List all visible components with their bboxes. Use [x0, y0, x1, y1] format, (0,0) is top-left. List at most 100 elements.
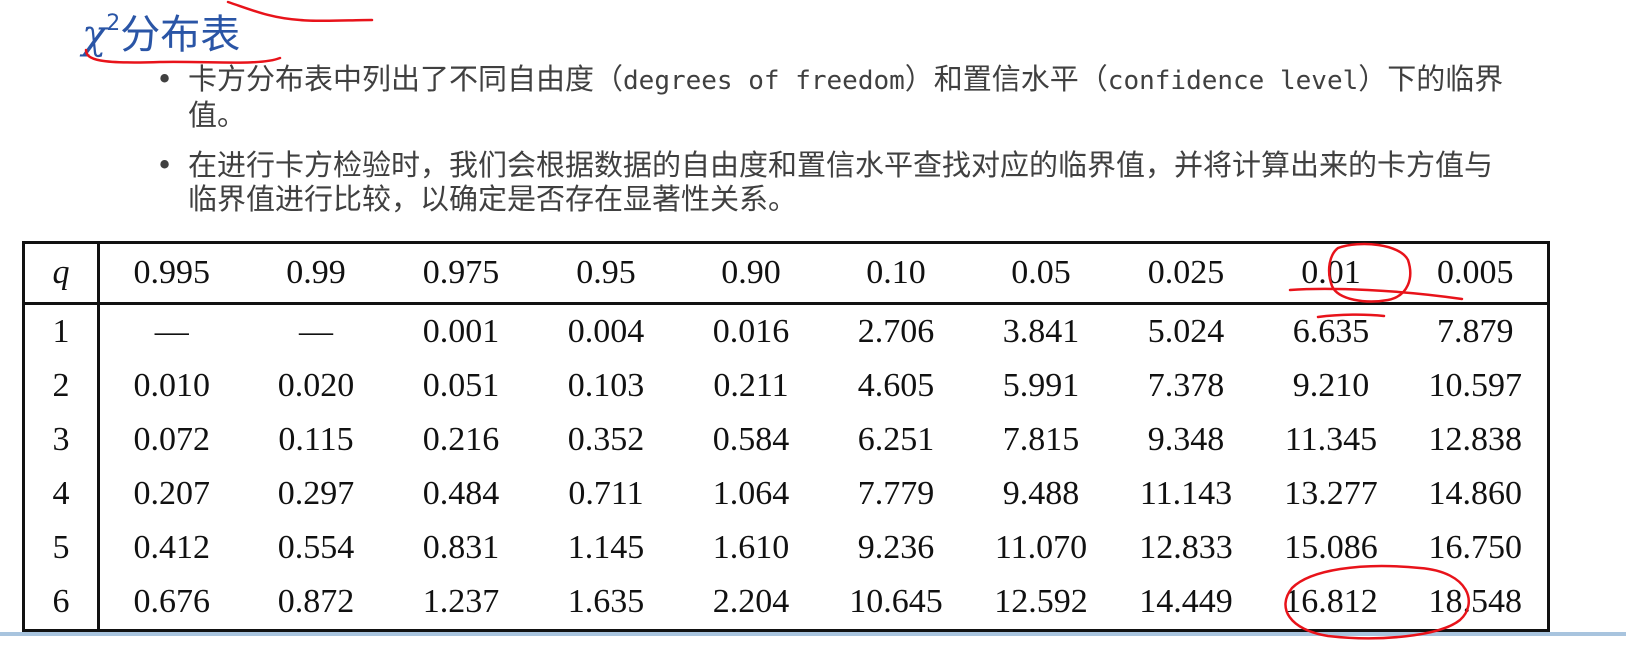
table-cell: 13.277: [1284, 475, 1378, 512]
column-header: 0.01: [1258, 242, 1404, 305]
table-cell: 0.103: [567, 367, 645, 404]
bullet-item: • 卡方分布表中列出了不同自由度（degrees of freedom）和置信水…: [148, 62, 1508, 132]
table-cell: —: [299, 313, 333, 350]
table-cell: 18.548: [1428, 583, 1523, 620]
page-title: χ2分布表: [82, 2, 240, 60]
column-header: 0.005: [1403, 242, 1549, 305]
table-cell: 5.024: [1147, 313, 1225, 350]
table-cell: 1.635: [567, 583, 645, 620]
table-cell: 0.051: [422, 367, 500, 404]
table-cell: 0.352: [567, 421, 645, 458]
table-cell: 9.210: [1292, 367, 1370, 404]
table-cell: 9.488: [1002, 475, 1080, 512]
table-cell: 5.991: [1002, 367, 1080, 404]
bullet-text-term: confidence level: [1107, 66, 1359, 96]
table-cell: 0.872: [277, 583, 355, 620]
title-text: 分布表: [120, 12, 241, 58]
table-cell: 0.676: [133, 583, 211, 620]
chi-square-table: q 0.995 0.99 0.975 0.95 0.90 0.10 0.05 0…: [22, 241, 1550, 632]
table-cell: 0.004: [567, 313, 645, 350]
table-cell: 0.072: [133, 421, 211, 458]
table-cell: 7.879: [1437, 313, 1514, 350]
table-cell: 0.831: [422, 529, 500, 566]
table-cell: 0.211: [713, 367, 789, 404]
table-cell: —: [154, 313, 189, 350]
bullet-text: ）和置信水平（: [904, 62, 1108, 96]
table-cell: 0.020: [277, 367, 355, 404]
bullet-dot-icon: •: [156, 62, 174, 96]
table-cell: 0.584: [712, 421, 790, 458]
table-cell: 1.145: [567, 529, 645, 566]
table-cell: 4.605: [857, 367, 935, 404]
bullet-item: • 在进行卡方检验时，我们会根据数据的自由度和置信水平查找对应的临界值，并将计算…: [148, 148, 1508, 216]
table-row: 4 0.207 0.297 0.484 0.711 1.064 7.779 9.…: [23, 467, 1549, 521]
chi-symbol: χ: [82, 12, 107, 58]
table-cell: 6.635: [1292, 313, 1370, 350]
table-cell: 1.610: [712, 529, 790, 566]
bullet-text: 在进行卡方检验时，我们会根据数据的自由度和置信水平查找对应的临界值，并将计算出来…: [188, 148, 1494, 216]
table-cell: 12.592: [994, 583, 1088, 620]
table-cell: 7.779: [857, 475, 935, 512]
chi-superscript: 2: [106, 11, 121, 36]
bullet-list: • 卡方分布表中列出了不同自由度（degrees of freedom）和置信水…: [148, 62, 1508, 232]
table-cell: 0.010: [133, 367, 211, 404]
table-cell: 0.016: [712, 313, 790, 350]
table-cell: 6.251: [857, 421, 935, 458]
table-cell: 12.833: [1139, 529, 1233, 566]
table-cell: 0.207: [133, 475, 211, 512]
table-cell: 1.064: [712, 475, 790, 512]
table-cell: 0.001: [422, 313, 500, 350]
row-df-label: 3: [23, 413, 100, 467]
table-cell: 12.838: [1428, 421, 1523, 458]
bullet-text: 卡方分布表中列出了不同自由度（: [188, 62, 624, 96]
table-cell: 3.841: [1002, 313, 1080, 350]
column-header: 0.95: [533, 242, 679, 305]
bullet-text-term: degrees of freedom: [623, 66, 905, 96]
table-cell: 0.711: [568, 475, 644, 512]
slide-footer-line: [0, 632, 1626, 636]
row-df-label: 5: [23, 521, 100, 575]
table-cell: 16.750: [1428, 529, 1523, 566]
bullet-text: ）下的临界值。: [188, 62, 1504, 132]
table-cell: 0.115: [278, 421, 354, 458]
table-cell: 11.070: [994, 529, 1088, 566]
table-cell: 0.412: [133, 529, 211, 566]
bullet-dot-icon: •: [156, 148, 174, 182]
table-cell: 9.348: [1147, 421, 1225, 458]
table-cell: 14.860: [1428, 475, 1523, 512]
row-df-label: 1: [23, 303, 100, 359]
table-cell: 1.237: [422, 583, 500, 620]
column-header: 0.025: [1113, 242, 1259, 305]
table-cell: 11.345: [1284, 421, 1378, 458]
table-header-row: q 0.995 0.99 0.975 0.95 0.90 0.10 0.05 0…: [23, 242, 1549, 305]
column-header: 0.05: [968, 242, 1114, 305]
column-header: 0.90: [678, 242, 824, 305]
table-cell: 0.484: [422, 475, 500, 512]
row-df-label: 6: [23, 575, 100, 631]
row-df-label: 2: [23, 359, 100, 413]
table-cell: 15.086: [1284, 529, 1378, 566]
table-row: 3 0.072 0.115 0.216 0.352 0.584 6.251 7.…: [23, 413, 1549, 467]
row-df-label: 4: [23, 467, 100, 521]
table-cell: 16.812: [1284, 583, 1378, 620]
table-cell: 0.297: [277, 475, 355, 512]
table-cell: 7.815: [1002, 421, 1080, 458]
title-overline-stroke: [226, 0, 374, 23]
table-row: 5 0.412 0.554 0.831 1.145 1.610 9.236 11…: [23, 521, 1549, 575]
column-header: 0.975: [388, 242, 534, 305]
column-header: 0.995: [98, 242, 244, 305]
column-header: 0.99: [243, 242, 389, 305]
table-cell: 10.597: [1428, 367, 1523, 404]
table-cell: 11.143: [1139, 475, 1233, 512]
table-corner-label: q: [23, 242, 100, 305]
table-row: 1 — — 0.001 0.004 0.016 2.706 3.841 5.02…: [23, 303, 1549, 359]
table-row: 2 0.010 0.020 0.051 0.103 0.211 4.605 5.…: [23, 359, 1549, 413]
table-row: 6 0.676 0.872 1.237 1.635 2.204 10.645 1…: [23, 575, 1549, 631]
table-cell: 0.554: [277, 529, 355, 566]
table-cell: 2.706: [857, 313, 935, 350]
column-header: 0.10: [823, 242, 969, 305]
table-cell: 9.236: [857, 529, 935, 566]
table-cell: 0.216: [422, 421, 500, 458]
table-cell: 2.204: [712, 583, 790, 620]
table-cell: 14.449: [1139, 583, 1233, 620]
